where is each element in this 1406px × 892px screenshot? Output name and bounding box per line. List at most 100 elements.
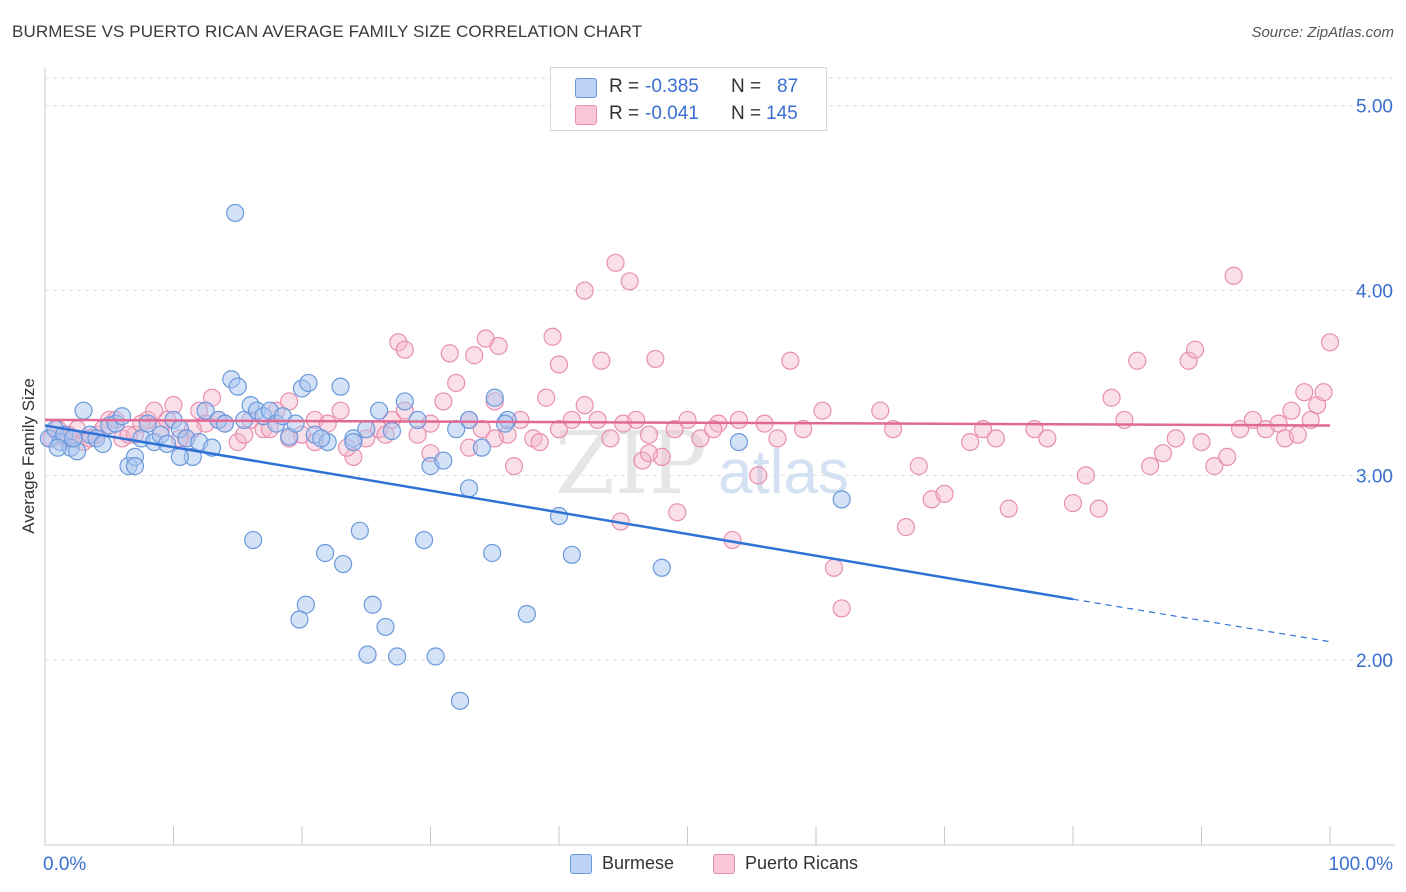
puerto-rican-point — [639, 444, 659, 463]
puerto-rican-point — [749, 466, 768, 485]
puerto-rican-point — [1218, 447, 1237, 466]
puerto-rican-point — [1295, 383, 1314, 402]
puerto-rican-point — [1038, 429, 1057, 448]
puerto-rican-n-label: N = — [731, 103, 762, 124]
puerto-rican-point — [1089, 499, 1108, 518]
puerto-rican-point — [871, 401, 890, 420]
burmese-trend-extension — [1072, 598, 1331, 643]
burmese-r-value: -0.385 — [645, 76, 699, 97]
burmese-point — [358, 645, 377, 664]
burmese-point — [286, 414, 305, 433]
puerto-rican-n-value: 145 — [766, 103, 798, 124]
burmese-point — [125, 457, 145, 476]
puerto-rican-point — [883, 420, 903, 439]
puerto-rican-point — [1140, 457, 1160, 476]
puerto-rican-point — [562, 410, 581, 430]
puerto-rican-point — [588, 410, 607, 430]
burmese-point — [517, 604, 536, 624]
puerto-rican-point — [1102, 388, 1121, 407]
burmese-point — [382, 421, 402, 441]
puerto-rican-point — [228, 432, 247, 452]
puerto-rican-point — [1288, 425, 1307, 444]
puerto-rican-point — [961, 432, 980, 452]
puerto-rican-trend-line — [44, 418, 1331, 427]
puerto-rican-point — [1282, 401, 1301, 420]
burmese-point — [228, 377, 247, 396]
burmese-r-label: R = — [609, 76, 640, 97]
puerto-rican-point — [1076, 466, 1095, 485]
puerto-rican-point — [537, 388, 556, 407]
puerto-rican-point — [678, 410, 697, 430]
burmese-point — [395, 392, 414, 411]
y-tick-label: 3.00 — [1356, 466, 1393, 487]
puerto-rican-point — [794, 420, 813, 439]
puerto-rican-point — [1205, 457, 1224, 476]
legend-puerto-rican-label: Puerto Ricans — [745, 853, 859, 873]
puerto-rican-point — [620, 272, 639, 291]
puerto-rican-point — [504, 457, 524, 476]
puerto-rican-point — [1128, 351, 1147, 370]
puerto-rican-r-value: -0.041 — [645, 103, 699, 124]
puerto-rican-point — [1224, 266, 1243, 285]
burmese-point — [93, 434, 112, 454]
burmese-point — [48, 438, 67, 457]
burmese-point — [350, 521, 369, 540]
puerto-rican-point — [1320, 333, 1340, 352]
puerto-rican-point — [768, 429, 787, 448]
burmese-point — [363, 595, 382, 614]
puerto-rican-point — [909, 457, 928, 476]
burmese-point — [331, 377, 350, 396]
burmese-point — [170, 447, 190, 466]
burmese-point — [312, 429, 331, 448]
puerto-rican-point — [549, 355, 569, 374]
burmese-point — [226, 203, 245, 223]
puerto-rican-point — [1179, 351, 1198, 370]
puerto-rican-point — [465, 346, 484, 365]
burmese-point — [244, 530, 263, 550]
puerto-rican-point — [1314, 383, 1333, 402]
burmese-point — [434, 451, 453, 470]
burmese-point — [196, 401, 215, 420]
burmese-point — [290, 610, 309, 629]
puerto-rican-point — [543, 327, 562, 346]
stats-box: R = -0.385 N = 87 R = -0.041 N = 145 — [550, 67, 827, 131]
puerto-rican-point — [549, 420, 569, 439]
puerto-rican-point — [646, 349, 665, 369]
puerto-rican-point — [1185, 340, 1205, 359]
burmese-point — [450, 691, 470, 710]
puerto-rican-point — [485, 429, 504, 448]
burmese-point — [459, 479, 479, 498]
burmese-point — [562, 545, 581, 564]
burmese-point — [316, 543, 335, 563]
burmese-point — [414, 530, 434, 550]
burmese-point — [74, 401, 93, 420]
puerto-rican-point — [824, 558, 844, 577]
puerto-rican-point — [626, 410, 646, 430]
puerto-rican-point — [601, 429, 620, 448]
burmese-point — [832, 490, 851, 509]
puerto-rican-point — [606, 253, 625, 272]
puerto-rican-point — [575, 281, 594, 300]
puerto-rican-point — [704, 420, 723, 439]
puerto-rican-point — [395, 340, 414, 359]
burmese-point — [472, 438, 491, 457]
burmese-point — [299, 373, 318, 393]
y-tick-label: 4.00 — [1356, 282, 1393, 303]
burmese-point — [483, 543, 502, 563]
puerto-rican-r-label: R = — [609, 103, 640, 124]
puerto-rican-point — [665, 420, 684, 439]
puerto-rican-point — [639, 425, 659, 444]
puerto-rican-point — [389, 333, 408, 352]
y-axis-title: Average Family Size — [19, 378, 38, 534]
puerto-rican-point — [999, 499, 1018, 518]
chart-title: BURMESE VS PUERTO RICAN AVERAGE FAMILY S… — [12, 22, 643, 41]
x-tick-label: 0.0% — [43, 854, 86, 875]
puerto-rican-point — [1115, 410, 1134, 430]
burmese-point — [459, 410, 479, 430]
puerto-rican-point — [813, 401, 832, 420]
legend-puerto-rican-swatch — [713, 854, 735, 874]
burmese-point — [387, 647, 407, 666]
legend-burmese-swatch — [570, 854, 592, 874]
watermark-zip: ZIP — [555, 414, 707, 514]
